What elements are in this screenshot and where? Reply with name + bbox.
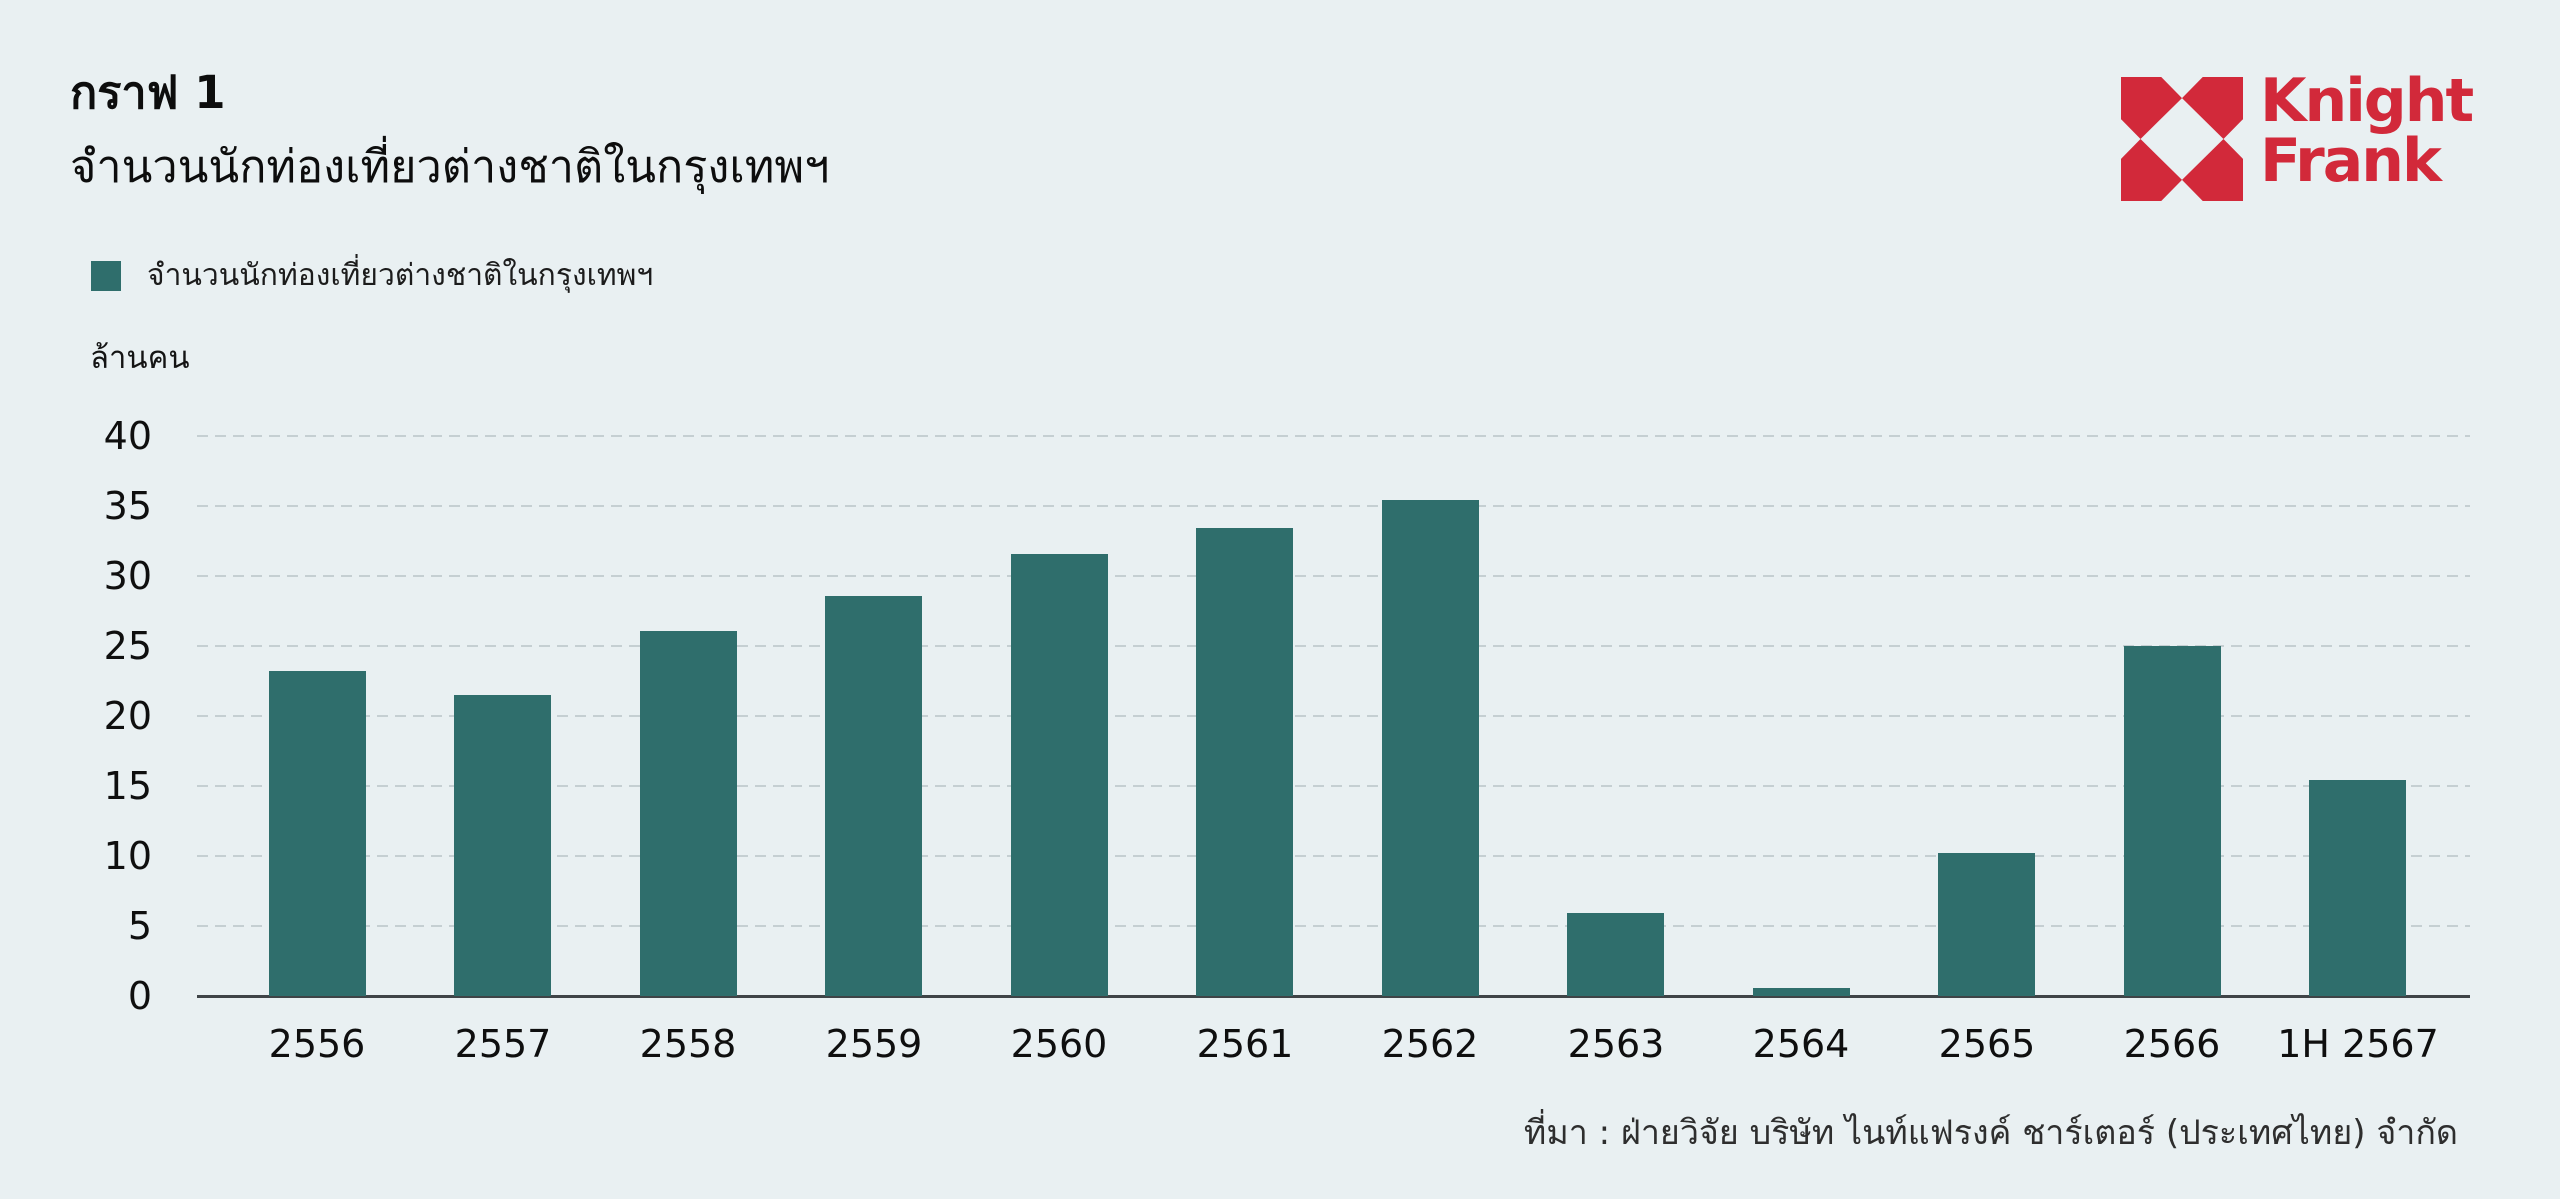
y-tick-label: 25	[103, 624, 152, 668]
knight-frank-logo: Knight Frank	[2121, 71, 2474, 201]
chart-number-title: กราฟ 1	[70, 66, 226, 119]
y-tick-label: 0	[127, 974, 152, 1018]
bar-2564	[1753, 988, 1850, 996]
y-tick-label: 35	[103, 484, 152, 528]
logo-word-line2: Frank	[2260, 126, 2442, 196]
x-tick-label: 2556	[268, 1022, 366, 1066]
y-tick-label: 20	[103, 694, 152, 738]
x-tick-label: 2557	[454, 1022, 552, 1066]
gridline-y-25	[197, 645, 2470, 647]
y-tick-label: 15	[103, 764, 152, 808]
y-tick-label: 40	[103, 414, 152, 458]
legend-color-swatch	[91, 260, 121, 291]
legend-series-label: จำนวนนักท่องเที่ยวต่างชาติในกรุงเทพฯ	[147, 258, 654, 293]
bar-2561	[1196, 528, 1293, 996]
bar-2566	[2124, 646, 2221, 996]
gridline-y-5	[197, 925, 2470, 927]
bar-2562	[1382, 500, 1479, 996]
bar-2559	[825, 596, 922, 996]
x-tick-label: 2566	[2123, 1022, 2221, 1066]
chart-header: กราฟ 1 จำนวนนักท่องเที่ยวต่างชาติในกรุงเ…	[70, 64, 829, 196]
x-tick-label: 2562	[1381, 1022, 1479, 1066]
bar-2560	[1011, 554, 1108, 996]
gridline-y-35	[197, 505, 2470, 507]
x-tick-label: 2563	[1567, 1022, 1665, 1066]
chart-legend: จำนวนนักท่องเที่ยวต่างชาติในกรุงเทพฯ	[91, 252, 653, 299]
gridline-y-15	[197, 785, 2470, 787]
logo-word-line1: Knight	[2260, 66, 2474, 136]
x-tick-label: 2565	[1938, 1022, 2036, 1066]
knight-frank-wordmark: Knight Frank	[2260, 66, 2474, 196]
x-tick-label: 2559	[825, 1022, 923, 1066]
knight-frank-diamond-mark-icon	[2121, 77, 2243, 201]
bar-2558	[640, 631, 737, 996]
bar-2557	[454, 695, 551, 996]
y-tick-label: 5	[127, 904, 152, 948]
bar-2563	[1567, 913, 1664, 996]
gridline-y-20	[197, 715, 2470, 717]
x-tick-label: 2560	[1010, 1022, 1108, 1066]
bar-2556	[269, 671, 366, 996]
x-tick-label: 1H 2567	[2277, 1022, 2439, 1066]
gridline-y-10	[197, 855, 2470, 857]
x-axis-baseline	[197, 995, 2470, 998]
x-tick-label: 2558	[639, 1022, 737, 1066]
gridline-y-40	[197, 435, 2470, 437]
source-note: ที่มา : ฝ่ายวิจัย บริษัท ไนท์แฟรงค์ ชาร์…	[1523, 1113, 2458, 1153]
bar-2565	[1938, 853, 2035, 996]
bar-1H-2567	[2309, 780, 2406, 996]
y-tick-label: 30	[103, 554, 152, 598]
x-tick-label: 2561	[1196, 1022, 1294, 1066]
gridline-y-30	[197, 575, 2470, 577]
chart-subtitle: จำนวนนักท่องเที่ยวต่างชาติในกรุงเทพฯ	[70, 140, 830, 193]
y-axis-unit-label: ล้านคน	[90, 340, 190, 376]
y-tick-label: 10	[103, 834, 152, 878]
x-tick-label: 2564	[1752, 1022, 1850, 1066]
